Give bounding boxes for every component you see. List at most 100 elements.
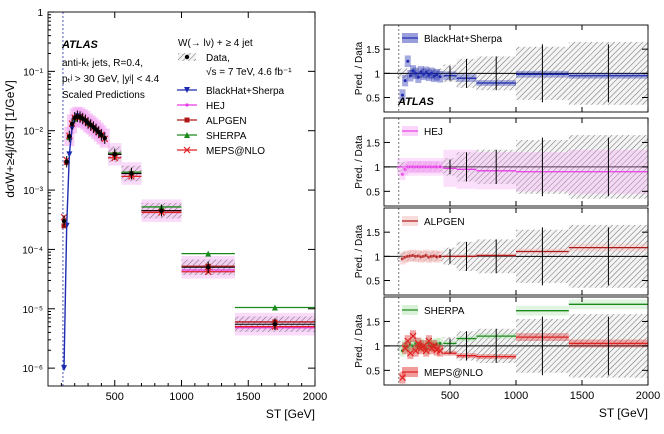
ratio-point [403, 255, 407, 259]
series-alpgen [61, 114, 315, 325]
legend-label: ALPGEN [424, 217, 465, 228]
legend-label: HEJ [206, 101, 225, 112]
ratio-point [427, 73, 431, 77]
legend-label: BlackHat+Sherpa [424, 34, 503, 45]
blackhat-curve [63, 115, 81, 369]
ratio-point [403, 167, 407, 171]
x-tick-label: 1500 [236, 391, 260, 403]
ratio-point [411, 165, 415, 169]
x-tick-label: 2000 [636, 390, 660, 402]
ratio-point [416, 165, 420, 169]
ratio-point [414, 71, 418, 75]
y-axis-label: Pred. / Data [354, 135, 365, 189]
ratio-point [406, 349, 414, 357]
atlas-label: ATLAS [397, 96, 435, 108]
legend-label: HEJ [424, 127, 443, 138]
annotation: anti-kₜ jets, R=0.4, [62, 58, 143, 69]
ratio-point-b [412, 347, 420, 355]
y-tick-label: 1.5 [366, 138, 380, 149]
ratio-point [408, 254, 412, 258]
y-tick-label: 1.5 [366, 317, 380, 328]
ratio-point [411, 253, 415, 257]
ratio-point-b [401, 344, 409, 352]
data-point [102, 135, 107, 141]
ratio-point-b [399, 374, 406, 382]
point [205, 250, 212, 257]
ratio-point [432, 254, 436, 258]
ratio-point [408, 74, 412, 78]
ratio-point [414, 254, 418, 258]
y-axis-label: Pred. / Data [354, 224, 365, 278]
ratio-point-b [436, 347, 444, 355]
ratio-point [401, 344, 409, 352]
x-tick-label: 1500 [570, 390, 594, 402]
data-point [99, 132, 104, 138]
y-tick-label: 1 [374, 163, 380, 174]
data-point [69, 121, 75, 127]
ratio-point-b [406, 349, 414, 357]
ratio-point [430, 71, 434, 75]
ratio-point [430, 165, 434, 169]
ratio-point [419, 70, 423, 74]
ratio-point [438, 254, 442, 258]
ratio-point [432, 74, 436, 78]
ratio-point-b [420, 342, 428, 350]
legend-label: Data, [206, 53, 230, 64]
ratio-point-b [433, 346, 441, 354]
main-plot: 500 1000 1500 2000 10⁻⁶ 10⁻⁵ 10⁻⁴ 10⁻³ 10⁻² 10⁻¹ 1… [3, 8, 327, 421]
y-tick-label: 0.5 [366, 187, 380, 198]
ratio-point [411, 344, 415, 348]
ratio-point-b [430, 342, 438, 350]
y-tick-label: 10⁻⁴ [22, 245, 43, 256]
ratio-point [430, 342, 438, 350]
y-tick-label: 0.5 [366, 277, 380, 288]
ratio-point [403, 344, 407, 348]
ratio-point [424, 165, 428, 169]
ratio-point [408, 343, 412, 347]
x-tick-label: 1000 [169, 391, 193, 403]
y-tick-label: 10⁻⁶ [22, 364, 43, 375]
ratio-point-b [422, 347, 430, 355]
ratio-point [438, 165, 442, 169]
point [271, 304, 278, 311]
ratio-point [409, 332, 417, 340]
y-tick-label: 0.5 [366, 94, 380, 105]
ratio-point [414, 340, 422, 347]
ratio-point [435, 165, 439, 169]
x-tick-label: 500 [441, 390, 459, 402]
y-axis-label: Pred. / Data [354, 41, 365, 95]
ratio-point [406, 59, 410, 63]
ratio-point [419, 165, 423, 169]
x-tick-label: 500 [106, 391, 124, 403]
ratio-point [414, 165, 418, 169]
ratio-point [436, 347, 444, 355]
legend-label: SHERPA [206, 131, 247, 142]
ratio-point [420, 342, 428, 350]
ratio-point [422, 165, 426, 169]
ratio-point [400, 257, 404, 261]
y-tick-label: 1.5 [366, 45, 380, 56]
ratio-point [438, 341, 442, 345]
ratio-point [425, 337, 433, 345]
ratio-point [403, 79, 407, 83]
ratio-point [430, 254, 434, 258]
ratio-point [422, 347, 430, 355]
y-tick-label: 10⁻³ [23, 186, 43, 197]
ratio-point [404, 337, 412, 345]
ratio-point [408, 165, 412, 169]
y-tick-label: 1 [374, 69, 380, 80]
y-axis-label: dσW+≥4j/dST [1/GeV] [3, 80, 17, 198]
legend-label: BlackHat+Sherpa [206, 86, 285, 97]
y-tick-label: 0.5 [366, 366, 380, 377]
atlas-label: ATLAS [61, 39, 99, 51]
ratio-point-b [409, 332, 417, 340]
ratio-point [427, 255, 431, 259]
legend-marker-b [183, 146, 191, 154]
data-point [96, 129, 101, 135]
ratio-point-b [404, 337, 412, 345]
annotation: Scaled Predictions [62, 90, 145, 101]
